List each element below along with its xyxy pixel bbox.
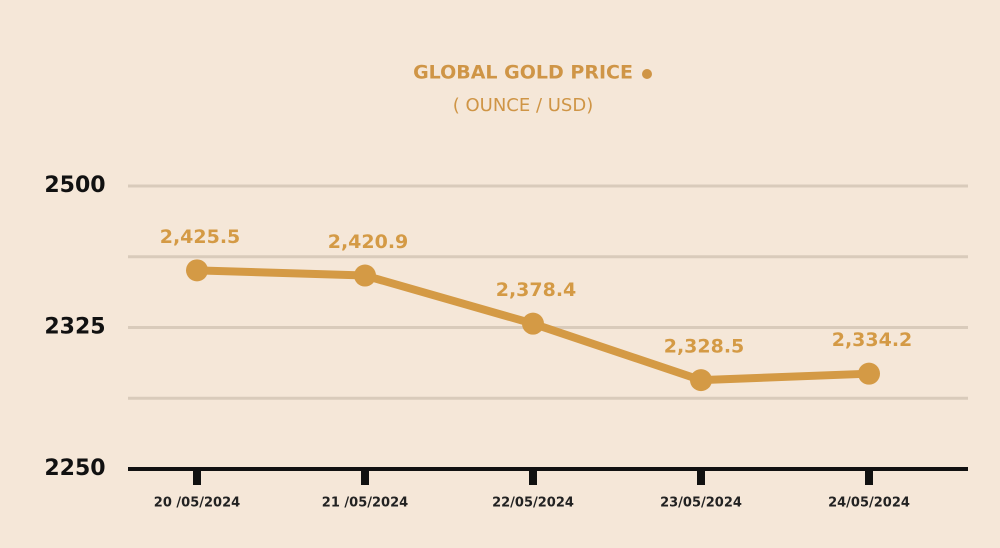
y-tick-label: 2500 — [44, 173, 105, 198]
point — [354, 264, 376, 287]
chart-title: GLOBAL GOLD PRICE — [413, 62, 633, 84]
x-tick-label: 21 /05/2024 — [322, 496, 408, 511]
x-tick — [865, 469, 873, 485]
y-tick-label: 2325 — [44, 315, 105, 340]
data-label: 2,425.5 — [160, 226, 241, 248]
point — [522, 312, 544, 335]
x-tick — [697, 469, 705, 485]
point — [690, 369, 712, 392]
x-tick-label: 23/05/2024 — [660, 496, 742, 511]
x-tick — [361, 469, 369, 485]
point — [858, 362, 880, 385]
data-label: 2,420.9 — [328, 231, 409, 253]
point — [186, 259, 208, 282]
x-tick — [193, 469, 201, 485]
chart-subtitle: ( OUNCE / USD) — [453, 95, 593, 116]
x-tick-label: 22/05/2024 — [492, 496, 574, 511]
y-tick-label: 2250 — [44, 456, 105, 481]
title-dot — [642, 69, 652, 79]
x-tick-label: 20 /05/2024 — [154, 496, 240, 511]
data-label: 2,378.4 — [496, 279, 577, 301]
x-tick — [529, 469, 537, 485]
x-tick-label: 24/05/2024 — [828, 496, 910, 511]
data-label: 2,328.5 — [664, 336, 745, 358]
data-label: 2,334.2 — [832, 329, 913, 351]
